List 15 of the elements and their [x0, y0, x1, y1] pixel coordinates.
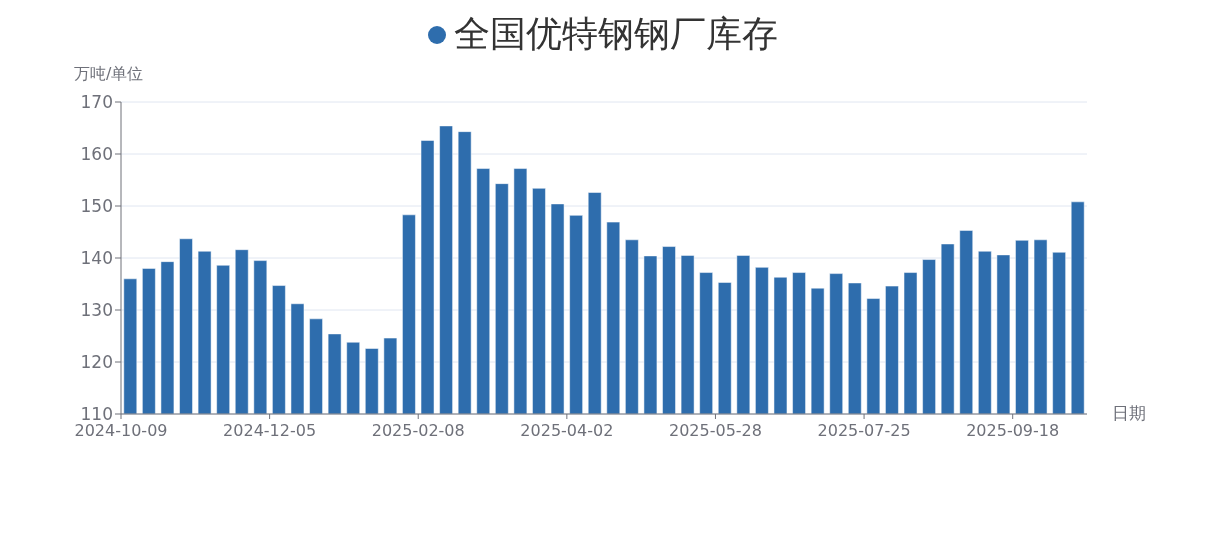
x-axis-title: 日期	[1112, 402, 1146, 425]
x-tick-label: 2024-12-05	[223, 421, 317, 440]
legend-label: 全国优特钢钢厂库存	[454, 12, 778, 56]
x-tick-label: 2025-02-08	[371, 421, 465, 440]
x-tick-label: 2025-05-28	[668, 421, 762, 440]
y-tick-label: 170	[80, 92, 113, 113]
x-tick-label: 2025-07-25	[817, 421, 911, 440]
y-tick-label: 120	[80, 352, 113, 373]
y-axis-title: 万吨/单位	[74, 64, 144, 85]
y-tick-label: 160	[80, 144, 113, 165]
y-tick-label: 140	[80, 248, 113, 269]
y-tick-label: 130	[80, 300, 113, 321]
x-tick-label: 2025-09-18	[966, 421, 1060, 440]
y-tick-label: 150	[80, 196, 113, 217]
x-tick-label: 2025-04-02	[520, 421, 614, 440]
